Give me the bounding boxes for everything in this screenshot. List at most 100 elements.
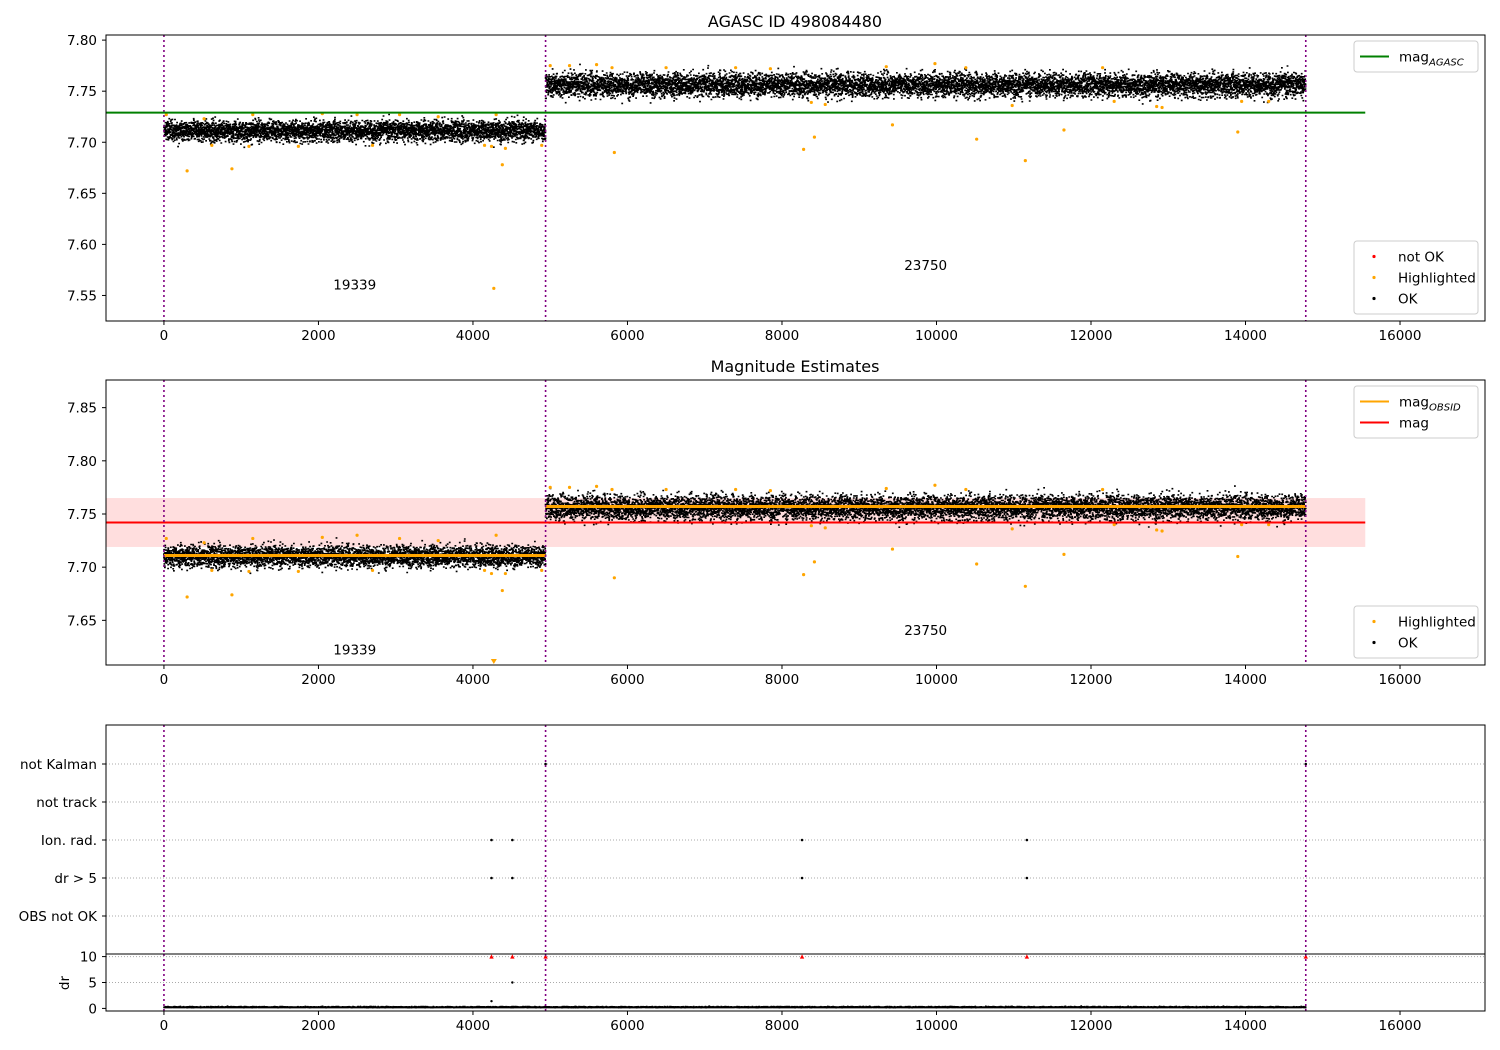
p1-highlighted-point [164, 113, 168, 117]
p2-highlighted-point [1160, 529, 1164, 533]
p2-highlighted-point [1100, 487, 1105, 492]
p2-xtick-label: 2000 [301, 672, 335, 688]
p1-xtick-label: 14000 [1224, 328, 1267, 344]
p2-highlighted-point [594, 484, 599, 488]
p2-xtick-label: 6000 [610, 672, 644, 688]
p1-highlighted-point [247, 144, 251, 148]
p1-highlighted-point [933, 62, 937, 66]
p4-xtick-label: 12000 [1070, 1018, 1113, 1034]
p4-dr-clipped-marker [510, 954, 515, 959]
p2-axes-frame [105, 379, 1486, 666]
p4-ytick-label: 5 [88, 976, 97, 992]
p2-highlighted-point [812, 560, 817, 564]
panel1-title: AGASC ID 498084480 [708, 12, 882, 31]
p3-flag-label: dr > 5 [54, 871, 97, 887]
p2-highlighted-point [1267, 523, 1271, 527]
p1-highlighted-point [812, 135, 817, 139]
p2-highlighted-point [548, 485, 552, 490]
p2-xtick-label: 10000 [915, 672, 958, 688]
p2-highlighted-point [164, 536, 168, 541]
p2-highlighted-point [1010, 527, 1014, 531]
p1-highlighted-point [355, 113, 359, 117]
p2-highlighted-point [489, 571, 494, 576]
p2-obsid-annotation: 19339 [333, 642, 376, 658]
p2-legend [1353, 385, 1479, 439]
p2-highlighted-point [202, 541, 206, 545]
p2-highlighted-point [296, 569, 300, 574]
p2-highlighted-point [436, 538, 440, 543]
p1-legend [1353, 240, 1479, 315]
p1-highlighted-point [482, 143, 487, 147]
p1-highlighted-point [1267, 99, 1271, 103]
p1-legend [1353, 40, 1479, 73]
p2-highlighted-point [734, 487, 738, 492]
p1-highlighted-point [802, 147, 806, 151]
p1-xtick-label: 0 [160, 328, 169, 344]
p2-ytick-label: 7.80 [67, 454, 97, 470]
p4-dr-clipped-marker [1024, 954, 1030, 959]
p4-xtick-label: 16000 [1379, 1018, 1422, 1034]
p3-flag-label: not Kalman [20, 757, 97, 773]
p2-highlighted-point [210, 568, 214, 572]
p1-ytick-label: 7.55 [67, 288, 97, 304]
p2-highlighted-point [1236, 554, 1240, 559]
p2-xtick-label: 0 [160, 672, 169, 688]
p4-ytick-label: 0 [88, 1001, 97, 1017]
p4-dr-points [163, 1005, 1307, 1009]
p4-xtick-label: 0 [160, 1018, 169, 1034]
p2-highlighted-point [370, 568, 375, 572]
p4-dr-clipped-marker [543, 954, 548, 959]
p2-xtick-label: 14000 [1224, 672, 1267, 688]
p3-flag-label: not track [36, 795, 97, 811]
p1-ytick-label: 7.75 [67, 84, 97, 100]
p1-ytick-label: 7.80 [67, 33, 97, 49]
p1-highlighted-point [975, 137, 979, 141]
p2-xtick-label: 12000 [1070, 672, 1113, 688]
p1-highlighted-point [202, 117, 206, 121]
p2-highlighted-point [612, 576, 616, 580]
p1-highlighted-point [823, 102, 827, 107]
p2-ytick-label: 7.75 [67, 507, 97, 523]
p1-highlighted-point [548, 64, 552, 68]
p2-highlighted-point [1240, 523, 1244, 527]
p2-highlighted-point [964, 487, 968, 492]
p1-highlighted-point [1240, 99, 1244, 103]
p2-highlighted-point [247, 569, 251, 574]
p1-highlighted-point [500, 163, 504, 167]
p2-xtick-label: 16000 [1379, 672, 1422, 688]
p1-xtick-label: 2000 [301, 328, 335, 344]
panel2-title: Magnitude Estimates [711, 357, 880, 376]
p3-flag-point [490, 876, 493, 880]
p3-flag-point [800, 838, 804, 842]
p2-highlighted-point [500, 588, 504, 593]
p4-xtick-label: 4000 [456, 1018, 490, 1034]
p1-highlighted-point [210, 143, 214, 147]
p1-highlighted-point [436, 115, 440, 119]
p2-highlighted-point [251, 536, 255, 541]
flags-panel: not Kalman not track Ion. rad. dr > 5 OBS no… [19, 724, 1486, 955]
p2-highlighted-point [664, 487, 668, 492]
p2-legend-marker [1372, 619, 1376, 624]
p2-highlighted-point [482, 568, 487, 572]
p4-xtick-label: 14000 [1224, 1018, 1267, 1034]
p2-highlighted-point [802, 573, 806, 577]
p3-flag-point [1304, 762, 1308, 766]
dr-panel: 0 2000 4000 6000 8000 10000 12000 14000 16000 0 5 1… [57, 950, 1486, 1034]
p3-flag-label: Ion. rad. [41, 833, 97, 849]
p1-highlighted-point [489, 144, 494, 148]
p3-flag-point [511, 876, 514, 880]
p2-highlighted-point [397, 536, 402, 541]
p1-obsid-annotation: 23750 [904, 258, 947, 274]
p1-highlighted-point [1062, 128, 1066, 132]
p2-highlighted-point [355, 533, 359, 537]
p1-highlighted-point [809, 100, 813, 105]
p2-highlighted-point [320, 535, 324, 539]
p1-legend-label: OK [1398, 292, 1419, 308]
p4-dr-clipped-marker [489, 954, 494, 959]
p2-highlighted-point [567, 485, 572, 490]
dr-axis-label: dr [57, 975, 73, 990]
p1-highlighted-point [540, 143, 544, 147]
p2-highlighted-point [1112, 523, 1116, 527]
p3-flag-point [490, 838, 493, 842]
p4-xtick-label: 6000 [610, 1018, 644, 1034]
